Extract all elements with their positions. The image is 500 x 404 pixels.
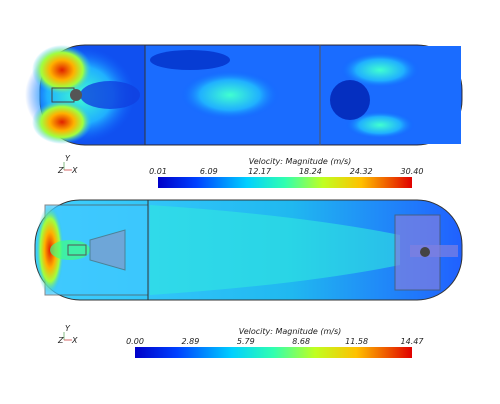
colorbar-tick-label: 11.58 (345, 337, 368, 346)
axis-label: X (71, 336, 78, 345)
vessel-bottom (34, 199, 463, 301)
axis-label: Y (65, 154, 71, 163)
legend-title: Velocity: Magnitude (m/s) (249, 157, 352, 166)
colorbar-tick-label: 2.89 (181, 337, 199, 346)
colorbar-tick-label: 6.09 (200, 167, 218, 176)
legend-title: Velocity: Magnitude (m/s) (239, 327, 342, 336)
colorbar-tick-label: 14.47 (401, 337, 425, 346)
colorbar (158, 177, 412, 188)
colorbar-tick-label: 8.68 (292, 337, 310, 346)
colorbar-tick-label: 24.32 (350, 167, 373, 176)
colorbar-tick-label: 30.40 (401, 167, 424, 176)
colorbar (135, 347, 412, 358)
axis-label: Z (57, 336, 64, 345)
axis-label: Z (57, 166, 64, 175)
axis-triad (63, 162, 72, 341)
vessel-top (25, 44, 463, 146)
axis-label: X (71, 166, 78, 175)
colorbar-tick-label: 0.00 (126, 337, 144, 346)
colorbar-tick-label: 12.17 (248, 167, 272, 176)
colorbar-tick-label: 5.79 (237, 337, 255, 346)
colorbar-tick-label: 0.01 (149, 167, 167, 176)
colorbar-tick-label: 18.24 (299, 167, 322, 176)
axis-label: Y (65, 324, 71, 333)
